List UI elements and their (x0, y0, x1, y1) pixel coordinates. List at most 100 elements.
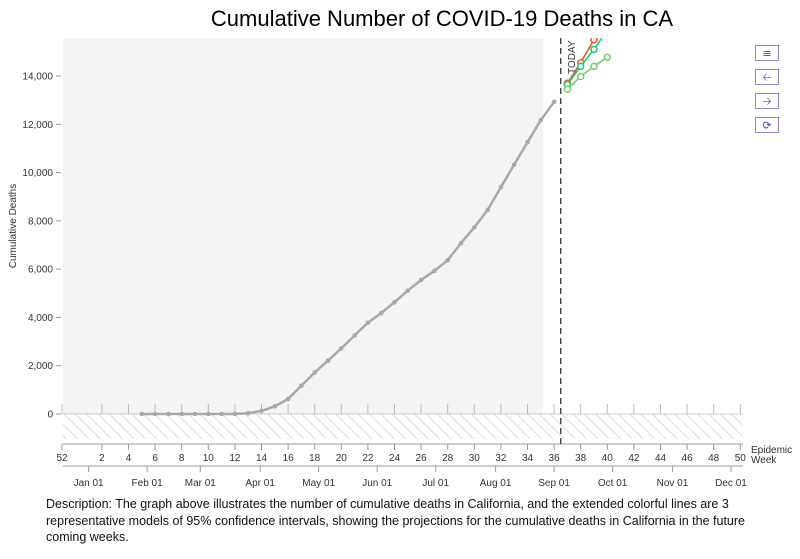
data-point (312, 370, 318, 375)
data-point (603, 53, 612, 61)
forward-button[interactable]: 🡢 (755, 93, 779, 109)
y-tick-label: 6,000 (28, 265, 53, 276)
week-tick-label: 48 (708, 453, 720, 464)
week-tick-label: 44 (655, 453, 667, 464)
y-tick-label: 12,000 (22, 120, 53, 131)
week-tick-label: 6 (152, 453, 158, 464)
month-tick-label: Apr 01 (245, 478, 275, 489)
data-point (538, 117, 544, 123)
y-tick-label: 14,000 (22, 72, 53, 83)
data-point (299, 383, 304, 389)
y-tick-label: 4,000 (28, 313, 53, 324)
arrow-right-icon: 🡢 (762, 94, 772, 108)
month-tick-label: Nov 01 (657, 478, 689, 489)
data-point (392, 299, 397, 305)
week-tick-label: 14 (256, 453, 268, 464)
arrow-left-icon: 🡠 (762, 70, 772, 84)
week-tick-label: 10 (203, 453, 215, 464)
data-point (179, 411, 184, 416)
data-point (418, 277, 424, 283)
data-point (365, 320, 371, 326)
week-tick-label: 8 (179, 453, 185, 464)
week-tick-label: 12 (229, 453, 241, 464)
week-tick-label: 50 (735, 453, 747, 464)
series-line (566, 56, 608, 90)
data-point (166, 411, 171, 416)
month-tick-label: Jul 01 (422, 478, 449, 489)
week-tick-label: 24 (389, 453, 401, 464)
data-point (245, 410, 251, 416)
data-point (525, 139, 530, 145)
y-axis-label: Cumulative Deaths (8, 184, 19, 268)
week-tick-label: 22 (362, 453, 374, 464)
refresh-button[interactable]: ⟳ (755, 117, 779, 133)
week-tick-label: 42 (628, 453, 640, 464)
data-point (219, 411, 224, 416)
data-point (152, 411, 158, 416)
month-tick-label: May 01 (302, 478, 335, 489)
data-point (576, 62, 585, 71)
data-point (432, 268, 437, 274)
data-point (378, 310, 384, 316)
month-tick-label: Oct 01 (598, 478, 628, 489)
y-tick-label: 2,000 (28, 361, 53, 372)
data-point (458, 240, 464, 246)
week-tick-label: 18 (309, 453, 321, 464)
back-button[interactable]: 🡠 (755, 69, 779, 85)
month-tick-label: Mar 01 (185, 478, 217, 489)
data-point (485, 207, 490, 213)
description: Description: The graph above illustrates… (46, 497, 745, 544)
today-label: TODAY (567, 40, 578, 74)
data-point (139, 411, 145, 416)
week-tick-label: 28 (442, 453, 454, 464)
below-zero-hatch (63, 414, 743, 439)
week-tick-label: 34 (522, 453, 534, 464)
menu-button[interactable]: ≡ (755, 45, 779, 61)
data-point (192, 411, 198, 416)
data-point (405, 288, 411, 293)
week-tick-label: 26 (416, 453, 428, 464)
data-point (232, 411, 238, 416)
series-line (566, 38, 603, 85)
month-tick-label: Aug 01 (480, 478, 512, 489)
week-tick-label: 40 (602, 453, 614, 464)
week-tick-label: 4 (126, 453, 132, 464)
data-point (272, 403, 278, 409)
data-point (472, 225, 477, 230)
data-point (498, 184, 504, 190)
data-point (590, 62, 598, 71)
month-tick-label: Sep 01 (538, 478, 570, 489)
month-tick-label: Dec 01 (715, 478, 747, 489)
data-point (259, 408, 264, 414)
week-tick-label: 36 (549, 453, 561, 464)
week-tick-label: 46 (682, 453, 694, 464)
data-point (206, 411, 211, 416)
week-tick-label: 30 (469, 453, 481, 464)
month-tick-label: Jun 01 (362, 478, 392, 489)
y-tick-label: 0 (47, 410, 53, 421)
data-point (445, 257, 451, 263)
data-point (352, 333, 357, 338)
week-tick-label: 2 (99, 453, 105, 464)
data-point (563, 85, 572, 94)
week-tick-label: 16 (283, 453, 295, 464)
history-region (63, 38, 543, 414)
week-tick-label: 52 (56, 453, 68, 464)
week-tick-label: 20 (336, 453, 348, 464)
data-point (325, 358, 331, 363)
data-point (604, 27, 610, 33)
chart: 02,0004,0006,0008,00010,00012,00014,000 … (8, 27, 792, 489)
y-tick-label: 8,000 (28, 216, 53, 227)
menu-icon: ≡ (762, 46, 772, 60)
chart-title: Cumulative Number of COVID-19 Deaths in … (210, 6, 674, 31)
week-tick-label: 38 (575, 453, 587, 464)
data-point (551, 99, 557, 105)
y-tick-label: 10,000 (22, 168, 53, 179)
data-point (511, 162, 517, 167)
data-point (590, 45, 598, 54)
data-point (576, 72, 585, 81)
week-tick-label: 32 (495, 453, 507, 464)
x-axis-label: Epidemic Week (751, 445, 792, 466)
data-point (285, 396, 291, 402)
data-point (590, 38, 598, 44)
